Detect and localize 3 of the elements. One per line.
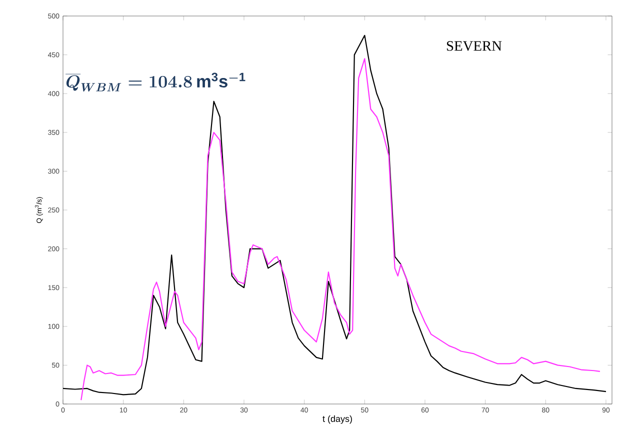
x-axis-title: t (days) <box>322 415 352 424</box>
annotation: $\overline{Q}_{WBM} = 104.8\,\mathrm{m^{3}s^{-1}}$ <box>66 72 246 92</box>
annotation: SEVERN <box>446 41 502 51</box>
